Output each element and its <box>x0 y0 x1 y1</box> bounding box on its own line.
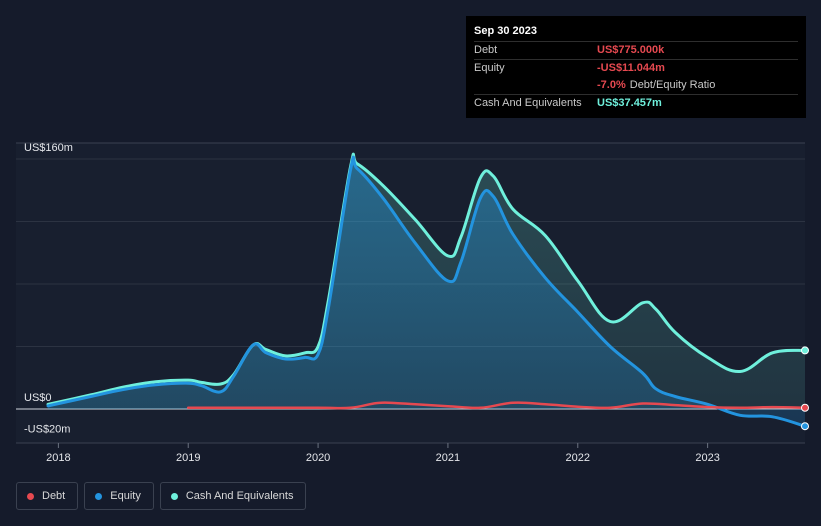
tooltip-label: Cash And Equivalents <box>474 97 582 109</box>
series-areas <box>48 154 805 427</box>
debt-line <box>186 401 807 410</box>
x-tick-label: 2022 <box>566 452 590 464</box>
tooltip-ratio-label: Debt/Equity Ratio <box>629 79 716 91</box>
tooltip-value: US$775.000k <box>597 44 665 56</box>
tooltip-label: Equity <box>474 62 505 74</box>
tooltip-value: US$37.457m <box>597 97 662 109</box>
equity-end-marker <box>801 422 809 431</box>
legend-item-cash[interactable]: Cash And Equivalents <box>159 482 307 510</box>
legend-label: Cash And Equivalents <box>185 490 294 502</box>
tooltip-row-equity: Equity -US$11.044m <box>474 59 798 77</box>
tooltip-value: -7.0% <box>597 79 626 91</box>
debt-dot-icon <box>27 492 34 500</box>
cash-and-equivalents-line <box>46 152 807 406</box>
x-tick-label: 2023 <box>695 452 719 464</box>
equity-dot-icon <box>95 492 103 500</box>
tooltip-label: Debt <box>474 44 498 56</box>
tooltip-panel: Sep 30 2023 Debt US$775.000k Equity -US$… <box>466 16 806 118</box>
y-tick-label: US$160m <box>24 142 73 154</box>
equity-area <box>48 157 805 427</box>
series-end-markers <box>801 346 809 431</box>
y-tick-label: -US$20m <box>24 423 70 435</box>
x-axis-labels: 2018 2019 2020 2021 2022 2023 <box>46 443 720 464</box>
legend-item-equity[interactable]: Equity <box>84 482 154 510</box>
tooltip-date: Sep 30 2023 <box>474 25 537 37</box>
x-tick-label: 2021 <box>436 452 460 464</box>
cash-dot-icon <box>170 492 178 500</box>
x-tick-label: 2020 <box>306 452 330 464</box>
y-tick-label: US$0 <box>24 392 52 404</box>
legend: Debt Equity Cash And Equivalents <box>16 482 307 510</box>
tooltip-value: -US$11.044m <box>597 62 665 74</box>
legend-label: Equity <box>110 490 141 502</box>
tooltip-label <box>474 77 597 94</box>
equity-line <box>46 155 807 428</box>
series-lines <box>46 152 807 428</box>
legend-label: Debt <box>42 490 66 502</box>
cash-and-equivalents-end-marker <box>801 346 809 355</box>
x-tick-label: 2018 <box>46 452 70 464</box>
y-axis-labels: US$160m US$0 -US$20m <box>24 142 73 435</box>
tooltip-row-ratio: -7.0% Debt/Equity Ratio <box>474 77 798 94</box>
debt-end-marker <box>801 403 809 412</box>
x-tick-label: 2019 <box>176 452 200 464</box>
tooltip-row-cash: Cash And Equivalents US$37.457m <box>474 94 798 112</box>
tooltip-row-debt: Debt US$775.000k <box>474 41 798 59</box>
legend-item-debt[interactable]: Debt <box>16 482 79 510</box>
